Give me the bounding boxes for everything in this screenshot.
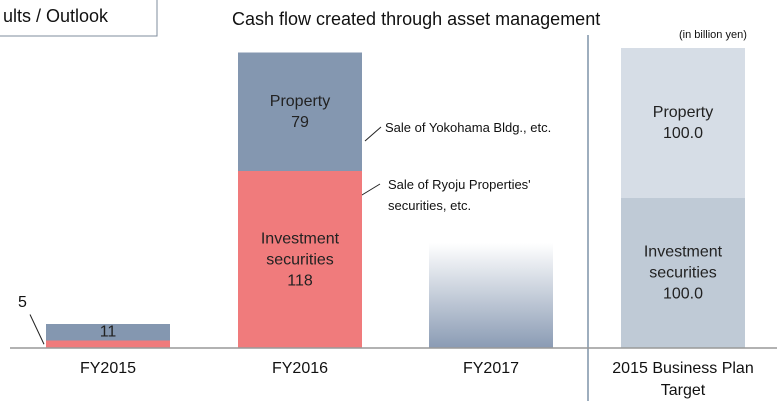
x-tick-label: FY2017 (462, 360, 520, 377)
segment-label: Investment securities 118 (240, 228, 360, 291)
bar-segment (238, 52, 362, 171)
segment-label: Property 100.0 (623, 102, 743, 144)
x-tick-label: FY2016 (271, 360, 329, 377)
value-label: 100.0 (662, 285, 704, 303)
x-tick-label: FY2015 (79, 360, 137, 377)
section-box (0, 0, 158, 37)
section-label: ults / Outlook (3, 6, 109, 26)
bar-segment (621, 198, 745, 348)
series-name: Property (269, 92, 331, 110)
leader-line (364, 126, 382, 142)
bar-segment (46, 340, 170, 348)
series-name: Property (652, 104, 714, 121)
series-name: Investment securities (260, 230, 340, 268)
value-label: 5 (18, 293, 27, 311)
value-label: 79 (291, 113, 309, 131)
value-label: 11 (99, 323, 117, 341)
bar-segment (621, 48, 745, 198)
annotation: Sale of Yokohama Bldg., etc. (385, 120, 552, 135)
series-name: Investment securities (643, 243, 723, 282)
segment-label: 11 (48, 322, 168, 343)
chart-title: Cash flow created through asset manageme… (232, 9, 601, 29)
segment-label: Property 79 (240, 91, 360, 133)
value-label: 118 (287, 272, 313, 289)
value-label: 100.0 (662, 125, 704, 142)
unit-label: (in billion yen) (679, 29, 747, 41)
bar-segment (238, 171, 362, 348)
segment-label: Investment securities 100.0 (623, 242, 743, 305)
annotation: Sale of Ryoju Properties' securities, et… (388, 177, 531, 213)
bar-segment (46, 324, 170, 341)
x-tick-label: 2015 Business Plan Target (612, 360, 754, 399)
bar-segment (429, 243, 553, 348)
leader-line (29, 314, 45, 345)
